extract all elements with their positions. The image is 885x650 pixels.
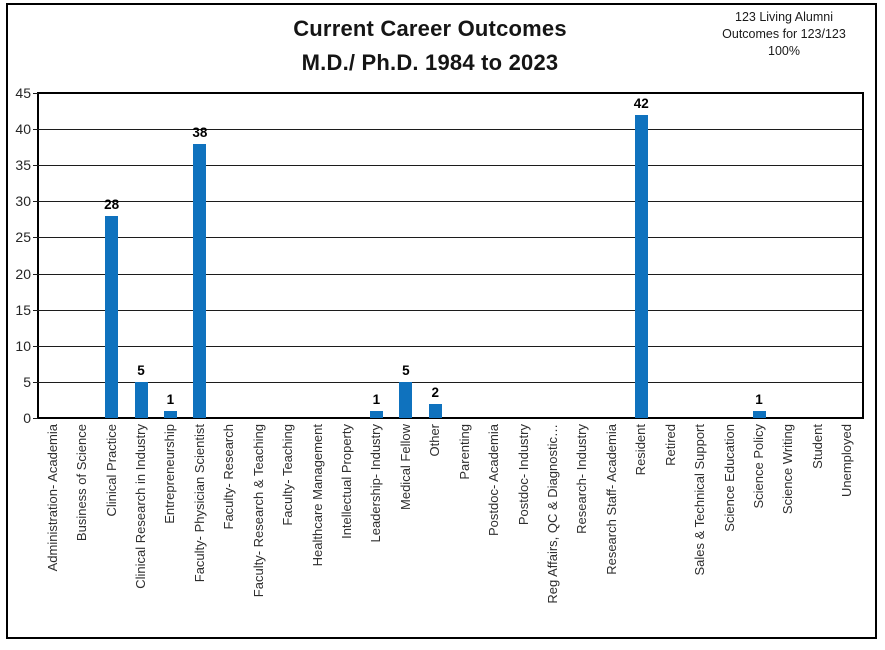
- gridline: [38, 237, 862, 238]
- gridline: [38, 165, 862, 166]
- y-axis-tick-label: 45: [15, 85, 31, 101]
- x-category-label: Resident: [633, 424, 649, 476]
- y-axis-tick: [33, 274, 38, 275]
- bar-value-label: 1: [166, 391, 175, 407]
- chart-title-line2: M.D./ Ph.D. 1984 to 2023: [301, 50, 559, 75]
- x-category-label: Faculty- Research: [221, 424, 237, 530]
- x-category-label: Postdoc- Academia: [486, 424, 502, 537]
- y-axis-tick: [33, 237, 38, 238]
- chart-title-line1: Current Career Outcomes: [293, 16, 567, 41]
- y-axis-tick: [33, 201, 38, 202]
- x-category-label: Clinical Research in Industry: [133, 424, 148, 589]
- bar: [105, 215, 119, 418]
- bar: [163, 410, 177, 418]
- y-axis-tick: [33, 418, 38, 419]
- x-category-label: Sales & Technical Support: [692, 424, 708, 576]
- bar-value-label: 1: [372, 391, 381, 407]
- x-category-label: Unemployed: [839, 424, 855, 497]
- gridline: [38, 129, 862, 130]
- bar-value-label: 38: [192, 124, 208, 140]
- y-axis-tick: [33, 382, 38, 383]
- x-category-label: Leadership- Industry: [368, 424, 384, 543]
- x-category-label: Medical Fellow: [397, 424, 413, 510]
- y-axis-tick-label: 35: [15, 157, 31, 173]
- x-category-label: Clinical Practice: [103, 424, 119, 517]
- x-category-label: Research Staff- Academia: [603, 424, 619, 575]
- x-category-label: Healthcare Management: [309, 424, 325, 567]
- gridline: [38, 310, 862, 311]
- y-axis-tick-label: 5: [23, 374, 31, 390]
- y-axis-tick: [33, 310, 38, 311]
- y-axis-tick-label: 20: [15, 266, 31, 282]
- y-axis-tick-label: 25: [15, 229, 31, 245]
- bar-value-label: 28: [104, 196, 120, 212]
- y-axis-tick-label: 0: [23, 410, 31, 426]
- bar: [134, 381, 148, 418]
- bar-value-label: 2: [431, 384, 440, 400]
- x-category-label: Retired: [662, 424, 678, 466]
- bar: [634, 114, 648, 418]
- y-axis-tick: [33, 129, 38, 130]
- bar: [752, 410, 766, 418]
- alumni-note: 123 Living Alumni Outcomes for 123/123 1…: [693, 9, 875, 60]
- x-category-label: Research- Industry: [574, 424, 590, 534]
- bar: [369, 410, 383, 418]
- y-axis-tick: [33, 93, 38, 94]
- x-category-label: Science Writing: [780, 424, 796, 515]
- x-category-label: Postdoc- Industry: [515, 424, 531, 526]
- y-axis-tick-label: 40: [15, 121, 31, 137]
- bar: [428, 403, 442, 418]
- x-category-label: Business of Science: [74, 424, 90, 542]
- figure-border: [6, 3, 877, 639]
- gridline: [38, 201, 862, 202]
- x-category-label: Faculty- Research & Teaching: [250, 424, 266, 598]
- x-category-label: Entrepreneurship: [162, 424, 178, 524]
- x-category-label: Faculty- Teaching: [280, 424, 296, 526]
- alumni-note-line2: Outcomes for 123/123: [722, 27, 846, 41]
- bar-value-label: 42: [633, 95, 649, 111]
- bar-value-label: 1: [755, 391, 763, 407]
- y-axis-tick-label: 30: [15, 193, 31, 209]
- gridline: [38, 346, 862, 347]
- bar-value-label: 5: [402, 362, 410, 378]
- alumni-note-line1: 123 Living Alumni: [735, 10, 833, 24]
- x-category-label: Science Education: [721, 424, 737, 532]
- gridline: [38, 382, 862, 383]
- bar: [399, 381, 413, 418]
- x-category-label: Intellectual Property: [339, 424, 354, 539]
- gridline: [38, 274, 862, 275]
- y-axis-tick-label: 15: [15, 302, 31, 318]
- bar: [193, 143, 207, 418]
- y-axis-tick-label: 10: [15, 338, 31, 354]
- x-category-label: Other: [427, 424, 443, 457]
- x-category-label: Faculty- Physician Scientist: [191, 424, 207, 583]
- alumni-note-line3: 100%: [768, 44, 800, 58]
- bar-value-label: 5: [137, 362, 145, 378]
- x-category-label: Parenting: [456, 424, 472, 480]
- y-axis-tick: [33, 165, 38, 166]
- x-category-label: Student: [809, 424, 825, 469]
- plot-area: [37, 92, 864, 419]
- x-category-label: Science Policy: [751, 424, 766, 509]
- x-category-label: Reg Affairs, QC & Diagnostic…: [545, 424, 560, 604]
- chart-title: Current Career Outcomes M.D./ Ph.D. 1984…: [0, 12, 860, 80]
- y-axis-tick: [33, 346, 38, 347]
- x-category-label: Administration- Academia: [44, 424, 60, 572]
